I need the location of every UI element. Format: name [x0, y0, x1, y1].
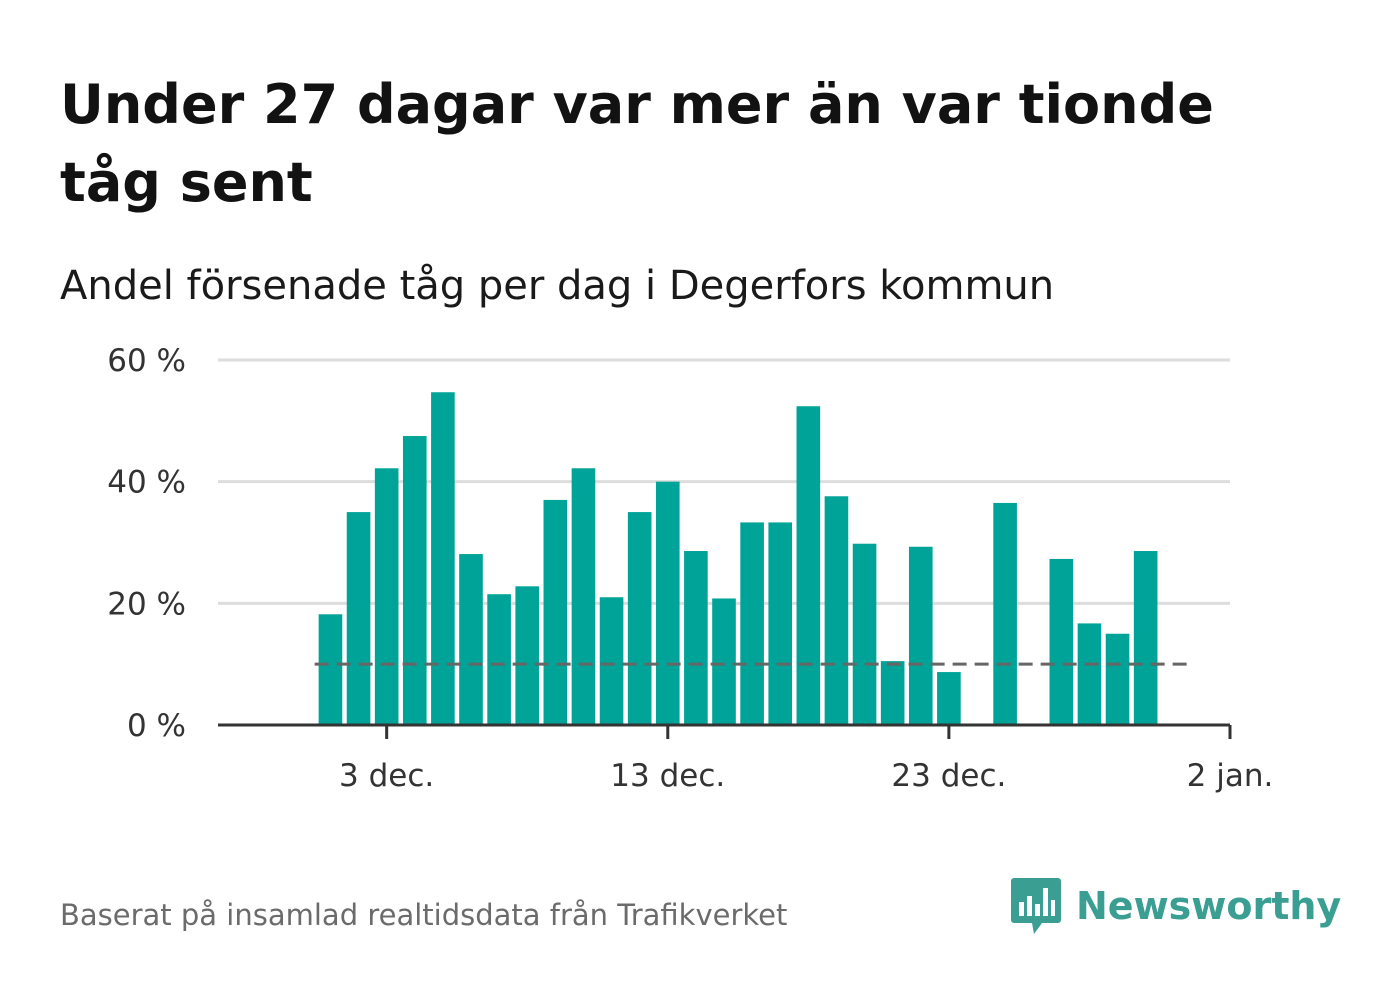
bar [993, 502, 1017, 725]
axes: 0 % 20 % 40 % 60 % 3 dec. 13 dec. 23 dec. 2 jan… [107, 343, 1273, 794]
bar-chart-speech-bubble-icon [1011, 878, 1061, 934]
bar [318, 614, 343, 725]
bar [852, 543, 877, 725]
bars [318, 392, 1158, 725]
y-tick-label: 0 % [127, 708, 186, 744]
bar [824, 496, 849, 725]
y-tick-label: 20 % [107, 586, 186, 622]
x-tick-label: 13 dec. [610, 758, 725, 794]
x-tick-label: 3 dec. [339, 758, 434, 794]
bar [402, 436, 427, 725]
bar [684, 551, 708, 725]
bar [937, 672, 961, 725]
brand-name: Newsworthy [1076, 884, 1342, 928]
bar [712, 598, 736, 725]
bar [346, 512, 371, 725]
x-tick-label: 23 dec. [891, 758, 1006, 794]
y-tick-label: 60 % [107, 343, 186, 379]
brand-logo[interactable]: Newsworthy [1010, 876, 1341, 936]
bar [796, 406, 821, 725]
x-tick-label: 2 jan. [1187, 758, 1274, 794]
bar-chart: 0 % 20 % 40 % 60 % 3 dec. 13 dec. 23 dec. 2 jan… [107, 343, 1273, 794]
bar [768, 522, 793, 725]
bar [487, 594, 511, 725]
y-tick-label: 40 % [107, 465, 186, 501]
bar [374, 468, 399, 725]
bar [880, 661, 905, 725]
bar [543, 499, 568, 725]
bar [1133, 551, 1158, 725]
bar [571, 468, 596, 725]
chart-subtitle: Andel försenade tåg per dag i Degerfors … [60, 263, 1055, 309]
bar [740, 522, 764, 725]
source-note: Baserat på insamlad realtidsdata från Tr… [60, 898, 788, 932]
bar [599, 597, 624, 725]
bar [1077, 623, 1102, 725]
bar [1105, 633, 1130, 725]
bar [627, 512, 652, 725]
bar [515, 586, 540, 725]
bar [459, 554, 483, 725]
bar [1049, 558, 1074, 725]
bar [431, 392, 455, 725]
bar [908, 546, 933, 725]
chart-title: Under 27 dagar var mer än var tionde tåg… [60, 73, 1214, 214]
bar [655, 481, 680, 725]
